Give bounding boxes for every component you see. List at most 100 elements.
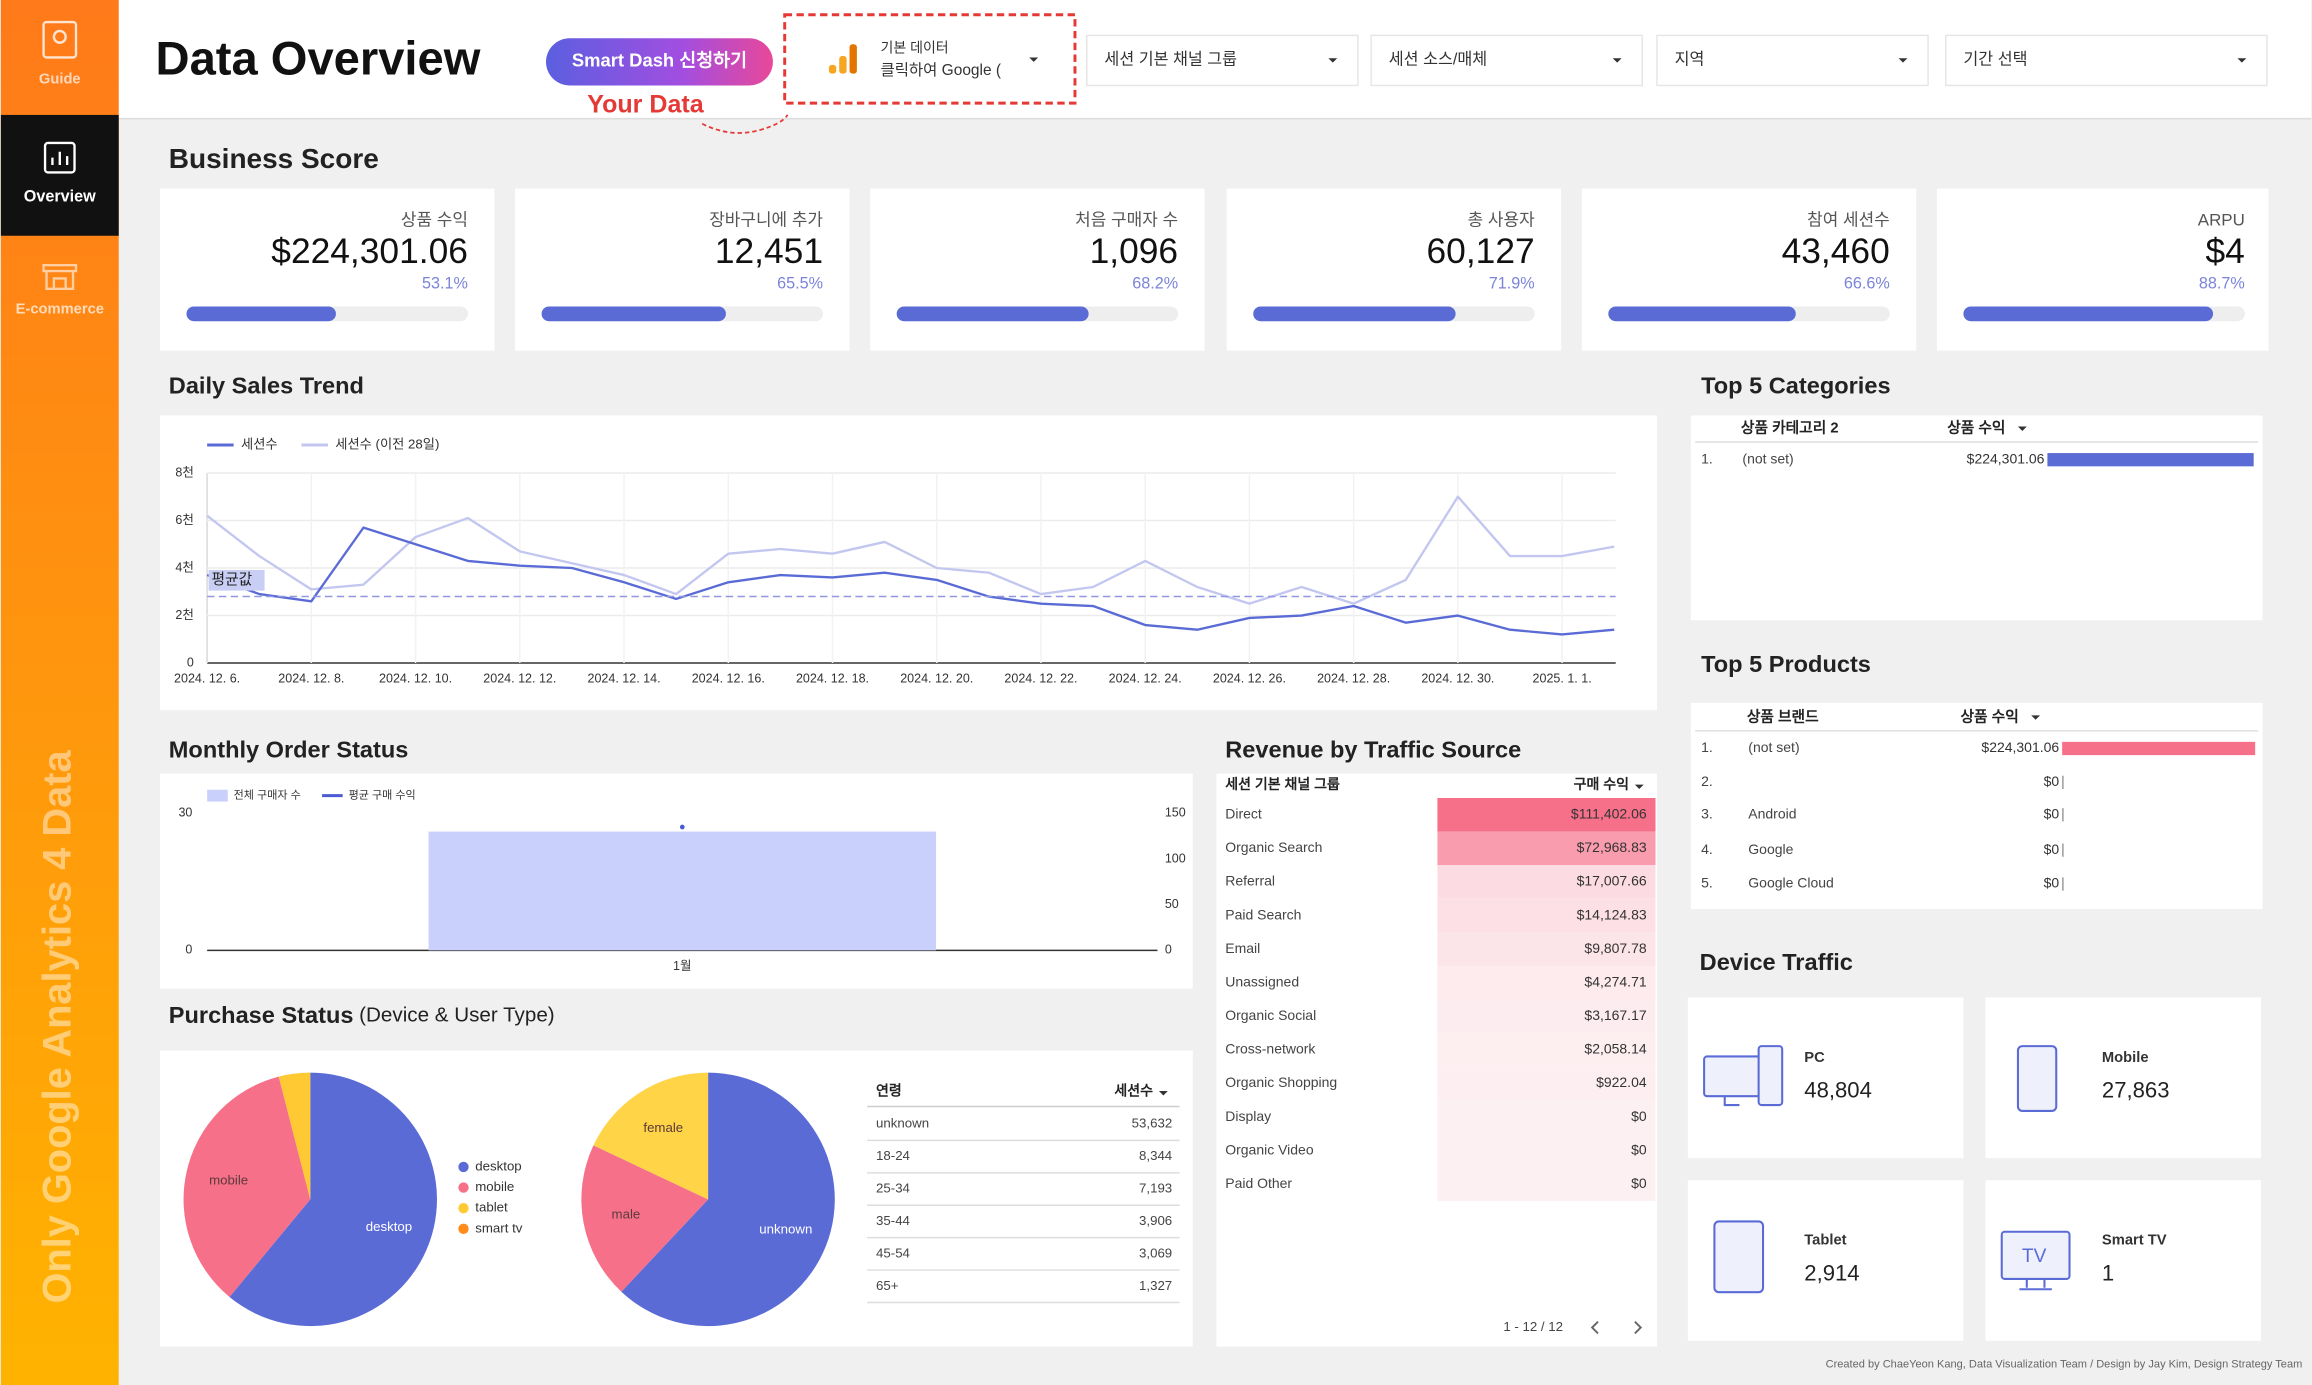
- row-bar: [2062, 741, 2256, 756]
- table-cell: Organic Social: [1225, 1007, 1316, 1023]
- card-percent: 65.5%: [777, 275, 823, 293]
- table-cell: $14,124.83: [1577, 906, 1647, 922]
- y2-tick-label: 100: [1165, 851, 1186, 865]
- card-label: ARPU: [2198, 210, 2245, 229]
- card-label: 처음 구매자 수: [1075, 210, 1178, 229]
- x-tick-label: 2024. 12. 30.: [1421, 672, 1494, 686]
- table-cell: 3,069: [1139, 1245, 1172, 1260]
- data-source-line[interactable]: 기본 데이터: [880, 39, 948, 55]
- device-name: Mobile: [2102, 1050, 2149, 1066]
- progress-bar: [186, 306, 336, 322]
- overview-icon-bars: [51, 151, 69, 166]
- annotation-arrow: [701, 114, 789, 134]
- row-value: $0: [2044, 841, 2060, 857]
- filter-label[interactable]: 지역: [1675, 51, 1705, 69]
- table-cell: 7,193: [1139, 1181, 1172, 1196]
- progress-bar: [541, 306, 726, 322]
- table-cell: Cross-network: [1225, 1041, 1316, 1057]
- score-card: [1936, 188, 2269, 351]
- overview-icon: [43, 141, 76, 174]
- heat-cell: [1437, 932, 1656, 966]
- table-header: 구매 수익: [1574, 776, 1629, 792]
- table-cell: unknown: [876, 1116, 929, 1131]
- dropdown-arrow: [1612, 58, 1622, 63]
- x-tick-label: 2024. 12. 18.: [796, 672, 869, 686]
- row-bar: [2062, 877, 2064, 891]
- legend-swatch: [458, 1161, 469, 1173]
- tv-stand: [2019, 1278, 2052, 1291]
- score-card: [515, 188, 850, 351]
- series-line: [206, 526, 1615, 636]
- footer: Created by ChaeYeon Kang, Data Visualiza…: [1826, 1358, 2303, 1370]
- sidebar-item[interactable]: Overview: [24, 188, 96, 206]
- card-percent: 88.7%: [2199, 275, 2245, 293]
- y2-tick-label: 0: [1165, 943, 1172, 957]
- row-value: $0: [2044, 875, 2060, 891]
- card-value: 43,460: [1782, 232, 1890, 271]
- x-tick-label: 2024. 12. 20.: [900, 672, 973, 686]
- filter-label[interactable]: 세션 기본 채널 그룹: [1104, 51, 1237, 69]
- icon-bar: [839, 55, 847, 74]
- card-label: 장바구니에 추가: [709, 210, 823, 229]
- legend-swatch: [458, 1223, 469, 1234]
- table-cell: Paid Other: [1225, 1175, 1292, 1191]
- sidebar-item[interactable]: Guide: [39, 71, 81, 87]
- heat-cell: [1437, 1100, 1656, 1134]
- row-value: $224,301.06: [1967, 450, 2045, 466]
- heat-cell: [1437, 999, 1656, 1034]
- section-subtitle: (Device & User Type): [353, 1004, 554, 1027]
- filter-dropdown[interactable]: [1656, 34, 1929, 87]
- card-value: $224,301.06: [271, 232, 468, 271]
- legend-label: 평균 구매 수익: [349, 789, 416, 802]
- pie-label: desktop: [366, 1219, 412, 1234]
- card-percent: 53.1%: [422, 275, 468, 293]
- device-value: 1: [2102, 1260, 2114, 1285]
- panel: [1690, 415, 2263, 621]
- table-cell: $111,402.06: [1571, 805, 1647, 821]
- device-icons: [1703, 1045, 2071, 1294]
- row-name: Android: [1748, 805, 1796, 821]
- row-bar: [2062, 775, 2064, 790]
- cta-button-label[interactable]: Smart Dash 신청하기: [572, 50, 747, 71]
- device-name: PC: [1804, 1050, 1825, 1066]
- table-cell: 65+: [876, 1278, 899, 1293]
- x-tick-label: 2024. 12. 26.: [1213, 672, 1286, 686]
- annotation-box: [783, 13, 1077, 105]
- legend-label: 전체 구매자 수: [234, 789, 301, 802]
- progress-bar: [1608, 306, 1796, 322]
- row-rank: 5.: [1701, 875, 1713, 891]
- page-next[interactable]: [1634, 1320, 1643, 1335]
- table-cell: Email: [1225, 940, 1260, 956]
- card-label: 상품 수익: [401, 210, 468, 229]
- table-cell: $922.04: [1596, 1074, 1647, 1090]
- table-header: 상품 수익: [1960, 707, 2018, 725]
- table-cell: 53,632: [1132, 1116, 1173, 1131]
- x-tick-label: 2024. 12. 28.: [1317, 672, 1390, 686]
- sidebar-item[interactable]: E-commerce: [16, 301, 104, 317]
- filter-label[interactable]: 기간 선택: [1963, 51, 2027, 69]
- score-card: [870, 188, 1205, 351]
- cta-button[interactable]: [546, 38, 773, 86]
- table-header: 상품 카테고리 2: [1741, 420, 1839, 437]
- dropdown-arrow: [2237, 58, 2247, 63]
- filter-label[interactable]: 세션 소스/매체: [1389, 51, 1487, 69]
- dropdown-arrow: [1898, 58, 1908, 63]
- data-source-line[interactable]: 클릭하여 Google (: [880, 61, 1001, 79]
- y-tick-label: 6천: [175, 513, 193, 527]
- page-prev[interactable]: [1590, 1320, 1599, 1335]
- filter-dropdown[interactable]: [1370, 34, 1643, 87]
- pie-label: mobile: [209, 1173, 248, 1188]
- row-bar: [2062, 843, 2064, 857]
- y2-tick-label: 150: [1165, 806, 1186, 820]
- row-name: Google Cloud: [1748, 875, 1834, 891]
- tv-icon-label: TV: [2022, 1246, 2047, 1267]
- x-tick-label: 2024. 12. 12.: [483, 672, 556, 686]
- filter-dropdown[interactable]: [1945, 34, 2268, 87]
- section-title: Business Score: [169, 143, 379, 174]
- table-cell: Referral: [1225, 873, 1275, 889]
- bar: [428, 831, 937, 951]
- analytics-icon: [828, 44, 857, 74]
- row-name: (not set): [1742, 450, 1793, 466]
- sidebar-active: [0, 114, 119, 236]
- filter-dropdown[interactable]: [1086, 34, 1359, 87]
